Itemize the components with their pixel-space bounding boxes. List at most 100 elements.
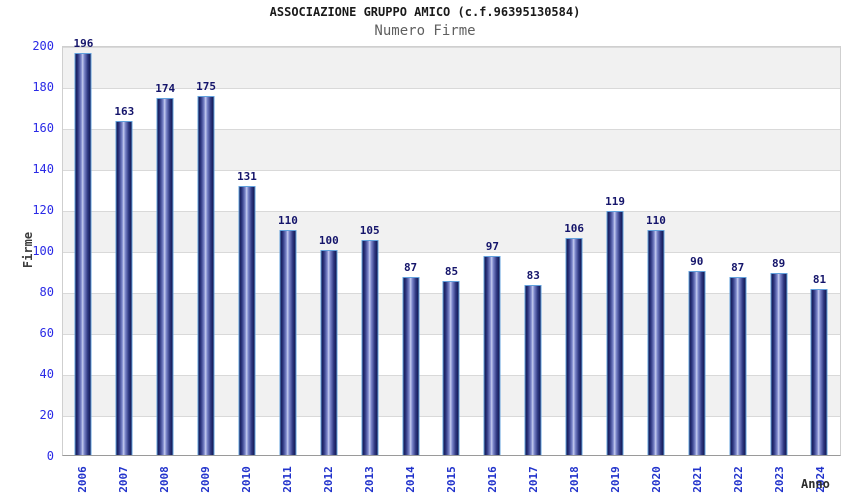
bar-slot-2018: 106: [554, 47, 595, 455]
bar-2010: [238, 186, 256, 455]
x-tick-text: 2006: [76, 465, 89, 493]
x-tick-text: 2016: [486, 465, 499, 493]
x-tick-label-2016: 2016: [472, 460, 513, 498]
y-tick-label: 80: [39, 285, 54, 299]
bar-value-label: 105: [359, 224, 380, 237]
bar-value-label: 106: [564, 222, 585, 235]
bar-slot-2006: 196: [63, 37, 104, 455]
bar-2016: [483, 256, 501, 455]
bar-2009: [197, 96, 215, 455]
bar-value-label: 110: [277, 214, 298, 227]
bar-slot-2017: 83: [513, 47, 554, 455]
x-tick-text: 2015: [445, 465, 458, 493]
x-tick-label-2011: 2011: [267, 460, 308, 498]
bar-slot-2012: 100: [308, 47, 349, 455]
bar-slot-2011: 110: [267, 47, 308, 455]
y-tick-label: 0: [46, 449, 54, 463]
bar-value-label: 175: [196, 80, 217, 93]
y-tick-label: 60: [39, 326, 54, 340]
bar-value-label: 119: [605, 195, 625, 208]
x-tick-text: 2022: [732, 465, 745, 493]
bar-value-label: 89: [771, 257, 786, 270]
bar-2015: [442, 281, 460, 455]
x-tick-label-2006: 2006: [62, 460, 103, 498]
x-tick-label-2012: 2012: [308, 460, 349, 498]
x-tick-text: 2009: [199, 465, 212, 493]
bar-2006: [74, 53, 92, 455]
bar-value-label: 174: [155, 82, 176, 95]
bar-2008: [156, 98, 174, 455]
x-tick-text: 2012: [322, 465, 335, 493]
x-tick-label-2008: 2008: [144, 460, 185, 498]
x-tick-text: 2007: [117, 465, 130, 493]
bar-2024: [810, 289, 828, 455]
bar-slot-2022: 87: [717, 47, 758, 455]
bar-2021: [688, 271, 706, 455]
bar-value-label: 81: [812, 273, 827, 286]
bar-value-label: 83: [526, 269, 540, 282]
x-tick-label-2022: 2022: [718, 460, 759, 498]
y-tick-label: 140: [32, 162, 54, 176]
x-tick-label-2023: 2023: [759, 460, 800, 498]
x-tick-text: 2019: [609, 465, 622, 493]
x-tick-label-2015: 2015: [431, 460, 472, 498]
bar-value-label: 131: [237, 170, 257, 183]
bars-container: 196 163 174 175 131 110 100 105 87 85 97 83 106 119 11…: [63, 37, 840, 455]
x-tick-label-2007: 2007: [103, 460, 144, 498]
bar-slot-2014: 87: [390, 47, 431, 455]
bar-2018: [565, 238, 583, 455]
bar-slot-2021: 90: [676, 47, 717, 455]
x-tick-label-2014: 2014: [390, 460, 431, 498]
x-tick-text: 2017: [527, 465, 540, 493]
x-tick-label-2010: 2010: [226, 460, 267, 498]
x-tick-text: 2023: [773, 465, 786, 493]
bar-2013: [361, 240, 379, 455]
bar-2012: [320, 250, 338, 455]
bar-value-label: 87: [731, 261, 745, 274]
bar-slot-2009: 175: [186, 47, 227, 455]
x-tick-label-2021: 2021: [677, 460, 718, 498]
bar-2011: [279, 230, 297, 455]
bar-value-label: 163: [114, 105, 135, 118]
bar-slot-2020: 110: [635, 47, 676, 455]
x-tick-text: 2013: [363, 465, 376, 493]
x-tick-text: 2011: [281, 465, 294, 493]
x-tick-text: 2010: [240, 465, 253, 493]
bar-2014: [402, 277, 420, 455]
plot-area: 196 163 174 175 131 110 100 105 87 85 97 83 106 119 11…: [62, 37, 841, 456]
y-tick-label: 100: [32, 244, 54, 258]
bar-slot-2016: 97: [472, 47, 513, 455]
x-tick-label-2018: 2018: [554, 460, 595, 498]
bar-2019: [606, 211, 624, 455]
bar-2007: [115, 121, 133, 455]
x-tick-text: 2020: [650, 465, 663, 493]
x-tick-label-2009: 2009: [185, 460, 226, 498]
y-tick-label: 200: [32, 39, 54, 53]
y-tick-label: 20: [39, 408, 54, 422]
x-tick-label-2013: 2013: [349, 460, 390, 498]
bar-slot-2023: 89: [758, 47, 799, 455]
x-axis-title: Anno: [801, 477, 830, 491]
x-tick-text: 2018: [568, 465, 581, 493]
bar-value-label: 97: [485, 240, 499, 253]
y-tick-label: 120: [32, 203, 54, 217]
bar-2023: [770, 273, 788, 455]
bar-slot-2015: 85: [431, 47, 472, 455]
bar-slot-2024: 81: [799, 47, 840, 455]
bar-slot-2007: 163: [104, 47, 145, 455]
y-tick-label: 40: [39, 367, 54, 381]
x-tick-text: 2014: [404, 465, 417, 493]
bar-2020: [647, 230, 665, 455]
bar-value-label: 110: [645, 214, 666, 227]
bar-slot-2013: 105: [349, 47, 390, 455]
bar-2022: [729, 277, 747, 455]
bar-value-label: 196: [73, 37, 94, 50]
bar-slot-2019: 119: [595, 47, 636, 455]
x-tick-label-2020: 2020: [636, 460, 677, 498]
bar-value-label: 90: [690, 255, 704, 268]
bar-2017: [524, 285, 542, 455]
chart-subtitle: Numero Firme: [374, 23, 476, 39]
y-tick-label: 180: [32, 80, 54, 94]
chart-title: ASSOCIAZIONE GRUPPO AMICO (c.f.963951305…: [269, 5, 581, 19]
